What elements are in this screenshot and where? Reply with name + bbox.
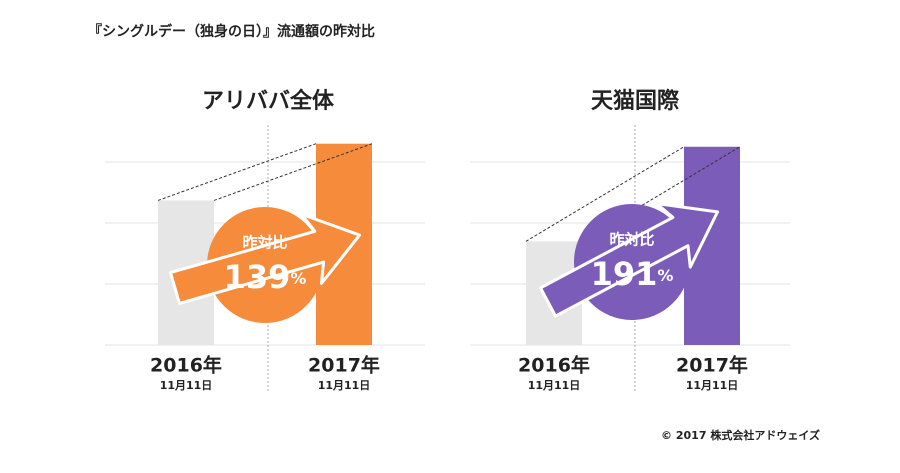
- ratio-arrow: [538, 202, 720, 318]
- ratio-unit: %: [657, 266, 673, 285]
- trend-line: [525, 146, 685, 242]
- x-tick-label: 2017年: [676, 354, 748, 377]
- credit: © 2017 株式会社アドウェイズ: [661, 428, 820, 442]
- ratio-label: 昨対比: [242, 234, 287, 252]
- ratio-number: 191: [591, 255, 658, 293]
- trend-line: [213, 143, 373, 201]
- trend-line: [157, 143, 317, 201]
- ratio-value: 191%: [591, 255, 674, 293]
- x-tick-sublabel: 11月11日: [318, 379, 371, 392]
- ratio-arrow: [169, 212, 362, 305]
- x-tick-label: 2016年: [150, 354, 222, 377]
- ratio-arrow-group: [169, 212, 362, 305]
- ratio-number: 139: [224, 258, 291, 296]
- x-tick-sublabel: 11月11日: [528, 379, 581, 392]
- x-tick-label: 2017年: [308, 354, 380, 377]
- ratio-label: 昨対比: [609, 231, 654, 249]
- ratio-value: 139%: [224, 258, 307, 296]
- chart-title: 天猫国際: [591, 88, 680, 114]
- x-tick-sublabel: 11月11日: [160, 379, 213, 392]
- chart-title: アリババ全体: [202, 88, 335, 114]
- ratio-unit: %: [290, 269, 306, 288]
- x-tick-sublabel: 11月11日: [686, 379, 739, 392]
- ratio-arrow-group: [538, 202, 720, 318]
- page-title: 『シングルデー（独身の日）』流通額の昨対比: [88, 23, 375, 40]
- x-tick-label: 2016年: [518, 354, 590, 377]
